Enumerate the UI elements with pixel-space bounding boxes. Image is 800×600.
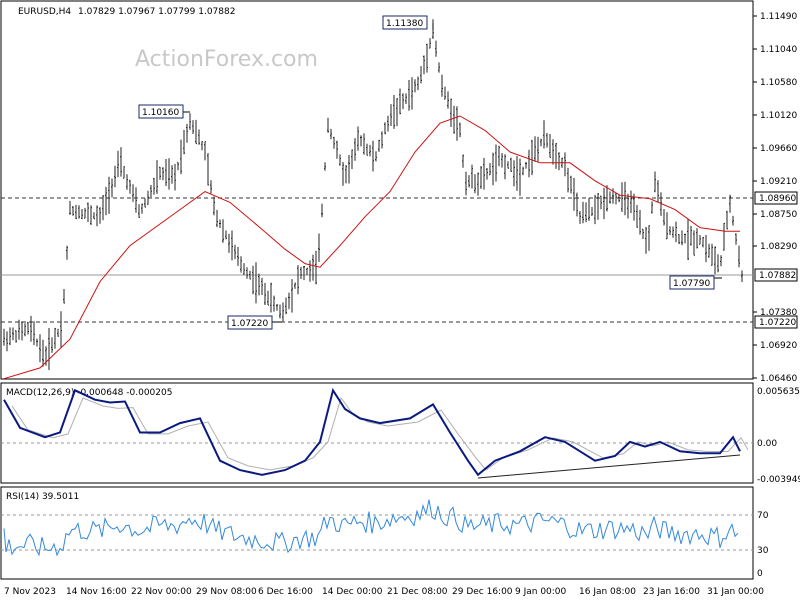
time-axis-label: 14 Nov 16:00 <box>66 587 127 597</box>
time-axis-label: 7 Nov 2023 <box>4 587 56 597</box>
rsi-title: RSI(14) 39.5011 <box>6 492 79 502</box>
macd-signal-line <box>11 396 749 471</box>
current-price-label: 1.07882 <box>759 271 796 281</box>
time-axis-label: 21 Dec 08:00 <box>387 587 448 597</box>
svg-text:1.11380: 1.11380 <box>386 19 423 29</box>
upper-level-label: 1.08960 <box>759 194 796 204</box>
symbol-header: EURUSD,H4 <box>18 7 71 17</box>
macd-trendline <box>477 454 741 479</box>
price-axis-label: 1.08290 <box>760 242 797 252</box>
price-axis-label: 1.11040 <box>760 45 797 55</box>
price-axis-label: 1.08750 <box>760 210 797 220</box>
price-pane <box>0 0 754 380</box>
rsi-axis-30: 30 <box>757 546 769 556</box>
price-axis-label: 1.06920 <box>760 341 797 351</box>
price-axis-label: 1.11490 <box>760 12 797 22</box>
annotation-peak-high: 1.11380 <box>382 15 434 30</box>
price-axis-label: 1.10120 <box>760 111 797 121</box>
price-axis: 1.11490 1.11040 1.10580 1.10120 1.09660 1.092… <box>753 12 797 384</box>
macd-main-line <box>3 387 741 477</box>
annotation-first-high: 1.10160 <box>138 104 190 119</box>
svg-text:1.07790: 1.07790 <box>673 279 710 289</box>
macd-pane <box>0 382 754 484</box>
price-axis-label: 1.06460 <box>760 374 797 384</box>
watermark: ActionForex.com <box>135 47 318 72</box>
annotation-low-nov: 1.07220 <box>227 315 282 330</box>
rsi-axis-70: 70 <box>757 511 769 521</box>
price-axis-label: 1.10580 <box>760 78 797 88</box>
time-axis: 7 Nov 2023 14 Nov 16:00 22 Nov 00:00 29 Nov… <box>4 587 764 597</box>
rsi-axis-0: 0 <box>757 569 763 579</box>
lower-level-box <box>754 315 798 329</box>
macd-axis-zero: 0.00 <box>757 439 777 449</box>
time-axis-label: 22 Nov 00:00 <box>131 587 192 597</box>
time-axis-label: 6 Dec 16:00 <box>258 587 313 597</box>
lower-level-label: 1.07220 <box>759 318 796 328</box>
rsi-line <box>3 499 739 557</box>
time-axis-label: 29 Dec 16:00 <box>452 587 513 597</box>
price-axis-label: 1.09210 <box>760 177 797 187</box>
moving-average-line <box>3 115 740 380</box>
ohlc-header: 1.07829 1.07967 1.07799 1.07882 <box>78 7 235 17</box>
time-axis-label: 9 Jan 00:00 <box>515 587 567 597</box>
macd-axis-bottom: -0.003949 <box>757 475 800 485</box>
price-axis-label: 1.09660 <box>760 144 797 154</box>
time-axis-label: 16 Jan 08:00 <box>579 587 636 597</box>
rsi-pane <box>0 486 754 580</box>
current-price-box <box>754 268 798 282</box>
price-axis-label: 1.07380 <box>760 308 797 318</box>
svg-text:1.10160: 1.10160 <box>142 108 179 118</box>
upper-level-box <box>754 191 798 205</box>
annotation-low-recent: 1.07790 <box>669 275 722 290</box>
macd-axis-top: 0.005635 <box>757 387 800 397</box>
macd-title: MACD(12,26,9) -0.000648 -0.000205 <box>6 388 172 398</box>
time-axis-label: 23 Jan 16:00 <box>643 587 700 597</box>
time-axis-label: 14 Dec 00:00 <box>322 587 383 597</box>
time-axis-label: 31 Jan 00:00 <box>707 587 764 597</box>
svg-text:1.07220: 1.07220 <box>231 319 268 329</box>
price-bars <box>3 19 743 371</box>
time-axis-label: 29 Nov 08:00 <box>196 587 257 597</box>
